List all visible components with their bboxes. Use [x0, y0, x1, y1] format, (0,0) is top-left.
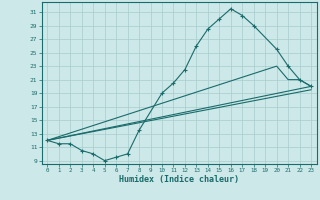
- X-axis label: Humidex (Indice chaleur): Humidex (Indice chaleur): [119, 175, 239, 184]
